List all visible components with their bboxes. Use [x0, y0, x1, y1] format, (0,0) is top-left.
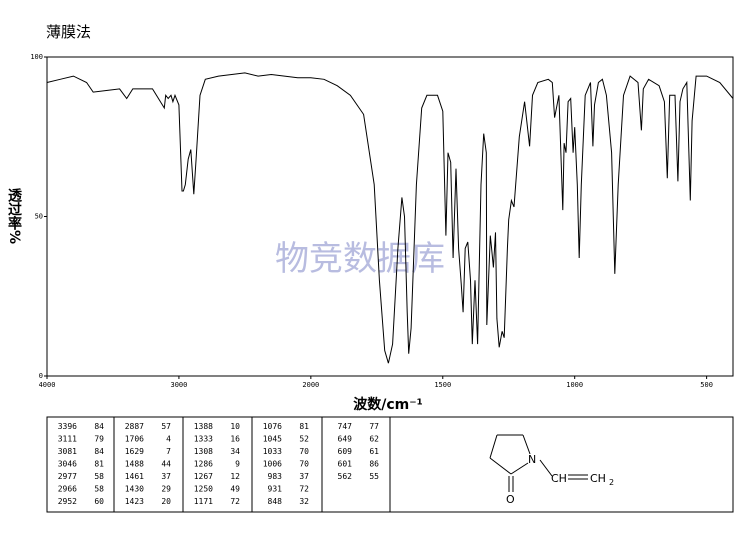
peak-wavenumber: 931	[268, 485, 283, 494]
peak-wavenumber: 1388	[194, 422, 213, 431]
peak-wavenumber: 609	[338, 447, 353, 456]
peak-wavenumber: 3046	[58, 460, 77, 469]
peak-wavenumber: 3396	[58, 422, 77, 431]
y-axis-label: 透过率%	[6, 188, 22, 244]
atom-label: O	[506, 493, 515, 506]
atom-label: CH	[551, 472, 567, 485]
y-tick-label: 100	[30, 53, 43, 61]
bond	[510, 462, 529, 475]
peak-wavenumber: 2966	[58, 485, 77, 494]
peak-transmittance: 49	[230, 485, 240, 494]
x-tick-label: 4000	[39, 381, 56, 389]
peak-wavenumber: 983	[268, 472, 283, 481]
peak-transmittance: 52	[299, 435, 309, 444]
watermark: 物竞数据库	[275, 239, 445, 279]
peak-wavenumber: 1171	[194, 497, 213, 506]
peak-wavenumber: 1706	[125, 435, 144, 444]
peak-wavenumber: 562	[338, 472, 353, 481]
peak-transmittance: 32	[299, 497, 309, 506]
peak-transmittance: 81	[299, 422, 309, 431]
y-tick-label: 0	[39, 372, 43, 380]
peak-transmittance: 57	[161, 422, 171, 431]
peak-transmittance: 55	[369, 472, 379, 481]
peak-transmittance: 62	[369, 435, 379, 444]
peak-wavenumber: 1333	[194, 435, 213, 444]
x-tick-label: 3000	[170, 381, 187, 389]
plot-frame	[46, 56, 734, 377]
peak-transmittance: 4	[166, 435, 171, 444]
peak-transmittance: 10	[230, 422, 240, 431]
peak-transmittance: 7	[166, 447, 171, 456]
peak-transmittance: 79	[94, 435, 104, 444]
peak-transmittance: 61	[369, 447, 379, 456]
structure-labels: N CH CH 2 O	[506, 453, 614, 506]
bond	[522, 434, 531, 455]
y-tick-label: 50	[35, 213, 43, 221]
peak-wavenumber: 1308	[194, 447, 213, 456]
peak-wavenumber: 2952	[58, 497, 77, 506]
peak-transmittance: 12	[230, 472, 240, 481]
peak-transmittance: 84	[94, 447, 104, 456]
x-axis-label: 波数/cm⁻¹	[353, 396, 423, 413]
peak-wavenumber: 1430	[125, 485, 144, 494]
peak-transmittance: 58	[94, 485, 104, 494]
x-tick-label: 1000	[566, 381, 583, 389]
peak-transmittance: 81	[94, 460, 104, 469]
peak-transmittance: 37	[299, 472, 309, 481]
structure	[489, 434, 588, 492]
peak-wavenumber: 2887	[125, 422, 144, 431]
peak-transmittance: 72	[230, 497, 240, 506]
peak-transmittance: 58	[94, 472, 104, 481]
x-tick-label: 1500	[434, 381, 451, 389]
peak-transmittance: 70	[299, 447, 309, 456]
peak-wavenumber: 1076	[263, 422, 282, 431]
peak-transmittance: 84	[94, 422, 104, 431]
peak-transmittance: 72	[299, 485, 309, 494]
peak-wavenumber: 1250	[194, 485, 213, 494]
bond	[539, 459, 553, 477]
spectrum-line	[46, 72, 734, 364]
x-tick-label: 2000	[302, 381, 319, 389]
peak-transmittance: 70	[299, 460, 309, 469]
peak-transmittance: 77	[369, 422, 379, 431]
peak-wavenumber: 3081	[58, 447, 77, 456]
atom-label: N	[528, 453, 536, 466]
bond	[489, 434, 498, 459]
peak-transmittance: 16	[230, 435, 240, 444]
peak-wavenumber: 1629	[125, 447, 144, 456]
peak-transmittance: 44	[161, 460, 171, 469]
peak-wavenumber: 1488	[125, 460, 144, 469]
peak-transmittance: 86	[369, 460, 379, 469]
peak-transmittance: 9	[235, 460, 240, 469]
peak-wavenumber: 649	[338, 435, 353, 444]
x-tick-label: 500	[700, 381, 713, 389]
bond	[489, 457, 512, 475]
atom-label: CH	[590, 472, 606, 485]
peak-wavenumber: 848	[268, 497, 283, 506]
peak-wavenumber: 747	[338, 422, 353, 431]
peak-wavenumber: 601	[338, 460, 353, 469]
peak-wavenumber: 1286	[194, 460, 213, 469]
peak-wavenumber: 1045	[263, 435, 282, 444]
peak-wavenumber: 2977	[58, 472, 77, 481]
peak-transmittance: 20	[161, 497, 171, 506]
peak-transmittance: 60	[94, 497, 104, 506]
peak-wavenumber: 1461	[125, 472, 144, 481]
atom-label: 2	[609, 478, 614, 487]
peak-transmittance: 34	[230, 447, 240, 456]
peak-wavenumber: 1033	[263, 447, 282, 456]
peak-wavenumber: 3111	[58, 435, 77, 444]
peak-wavenumber: 1006	[263, 460, 282, 469]
peak-wavenumber: 1267	[194, 472, 213, 481]
peak-transmittance: 29	[161, 485, 171, 494]
peak-transmittance: 37	[161, 472, 171, 481]
chart-title: 薄膜法	[46, 23, 91, 41]
peak-wavenumber: 1423	[125, 497, 144, 506]
